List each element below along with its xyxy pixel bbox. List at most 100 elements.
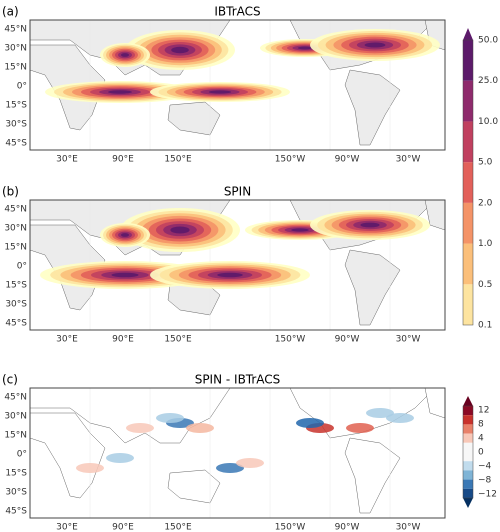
colorbar-band xyxy=(463,433,473,443)
lon-tick-label: 90°W xyxy=(335,523,360,532)
lat-tick-label: 15°N xyxy=(4,63,27,73)
lat-tick-label: 45°N xyxy=(4,393,27,403)
difference-contour xyxy=(386,413,414,423)
lon-tick-label: 30°W xyxy=(396,335,421,345)
difference-contour xyxy=(346,423,374,433)
lon-tick-label: 150°E xyxy=(164,155,192,165)
colorbar-tick-label: −8 xyxy=(478,476,492,486)
lat-tick-label: 0° xyxy=(17,82,27,92)
density-contour xyxy=(121,53,129,57)
land xyxy=(29,412,106,499)
colorbar-frame xyxy=(462,405,474,499)
colorbar-frame xyxy=(462,39,474,326)
colorbar-band xyxy=(463,479,473,489)
colorbar-band xyxy=(463,415,473,425)
lon-tick-label: 150°W xyxy=(275,155,306,165)
panel-title: SPIN - IBTrACS xyxy=(195,373,281,387)
colorbar-tick-label: 0 xyxy=(478,448,484,458)
lat-tick-label: 15°S xyxy=(5,281,27,291)
colorbar-tick-label: 2.0 xyxy=(478,198,493,208)
map xyxy=(29,199,446,331)
lon-tick-label: 90°E xyxy=(112,335,134,345)
panel-label: (c) xyxy=(2,373,18,387)
density-contour xyxy=(108,90,132,94)
difference-contour xyxy=(106,453,134,463)
land xyxy=(344,249,401,326)
difference-contour xyxy=(296,418,324,428)
lat-tick-label: 30°S xyxy=(5,300,27,310)
lon-tick-label: 150°E xyxy=(164,335,192,345)
lat-tick-label: 30°N xyxy=(4,44,27,54)
colorbar-band xyxy=(463,40,473,81)
colorbar-band xyxy=(463,406,473,416)
lat-tick-label: 45°S xyxy=(5,319,27,329)
colorbar-band xyxy=(463,121,473,163)
colorbar-tick-label: 0.5 xyxy=(478,280,492,290)
colorbar-band xyxy=(463,442,473,452)
colorbar-tick-label: 25.0 xyxy=(478,76,498,86)
colorbar-band xyxy=(463,243,473,285)
land xyxy=(344,437,401,514)
colorbar-band xyxy=(463,488,473,498)
frame xyxy=(29,19,446,151)
density-contour xyxy=(217,272,243,278)
difference-contour xyxy=(216,463,244,473)
map xyxy=(29,19,446,151)
colorbar-band xyxy=(463,284,473,325)
difference-contour xyxy=(366,408,394,418)
panel-label: (b) xyxy=(2,185,19,199)
colorbar-tick-label: 8 xyxy=(478,420,484,430)
difference-contour xyxy=(156,413,184,423)
map xyxy=(29,387,446,519)
lat-tick-label: 15°N xyxy=(4,243,27,253)
lat-tick-label: 15°N xyxy=(4,431,27,441)
lat-tick-label: 45°N xyxy=(4,25,27,35)
panel-title: IBTrACS xyxy=(214,5,260,19)
panel-label: (a) xyxy=(2,5,19,19)
colorbar-tick-label: −4 xyxy=(478,462,492,472)
colorbar-band xyxy=(463,424,473,434)
lat-tick-label: 45°S xyxy=(5,139,27,149)
density-contour xyxy=(121,233,129,237)
colorbar-tick-label: −12 xyxy=(478,490,497,500)
lon-tick-label: 150°E xyxy=(164,523,192,532)
lat-tick-label: 30°N xyxy=(4,412,27,422)
lat-tick-label: 15°S xyxy=(5,101,27,111)
land xyxy=(344,69,401,146)
density-contour xyxy=(297,46,313,50)
lon-tick-label: 150°W xyxy=(275,523,306,532)
lon-tick-label: 90°E xyxy=(112,523,134,532)
lon-tick-label: 90°E xyxy=(112,155,134,165)
lon-tick-label: 150°W xyxy=(275,335,306,345)
colorbar-tick-label: 50.0 xyxy=(478,36,498,46)
density-contour xyxy=(208,90,232,94)
colorbar-tick-label: 5.0 xyxy=(478,158,493,168)
density-contour xyxy=(111,272,139,278)
lon-tick-label: 30°W xyxy=(396,523,421,532)
colorbar-band xyxy=(463,470,473,480)
colorbar-band xyxy=(463,461,473,471)
frame xyxy=(29,387,446,519)
difference-contour xyxy=(126,423,154,433)
panel-title: SPIN xyxy=(224,185,251,199)
colorbar-band xyxy=(463,162,473,203)
colorbar-tick-label: 4 xyxy=(478,434,484,444)
density-contour xyxy=(364,42,386,48)
density-contour xyxy=(360,222,380,228)
difference-contour xyxy=(76,463,104,473)
colorbar-tick-label: 0.1 xyxy=(478,321,492,331)
colorbar-tick-label: 10.0 xyxy=(478,117,498,127)
lat-tick-label: 0° xyxy=(17,262,27,272)
lat-tick-label: 15°S xyxy=(5,469,27,479)
colorbar-band xyxy=(463,80,473,122)
colorbar-band xyxy=(463,452,473,462)
frame xyxy=(29,199,446,331)
lat-tick-label: 30°N xyxy=(4,224,27,234)
lat-tick-label: 30°S xyxy=(5,488,27,498)
lat-tick-label: 0° xyxy=(17,450,27,460)
lon-tick-label: 30°E xyxy=(56,335,78,345)
colorbar-extend xyxy=(463,498,473,508)
lat-tick-label: 30°S xyxy=(5,120,27,130)
colorbar-band xyxy=(463,202,473,244)
